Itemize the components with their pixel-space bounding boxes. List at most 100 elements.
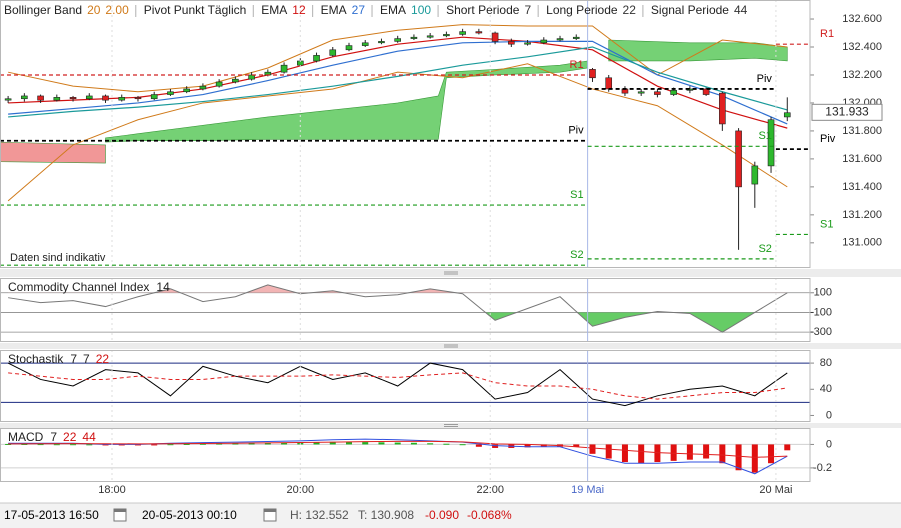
macd-line	[8, 438, 788, 475]
y-tick-label: -100	[810, 306, 832, 318]
histogram-bar	[232, 443, 239, 445]
histogram-bar	[167, 444, 174, 446]
pivot-label: R1	[570, 59, 584, 71]
candle-body	[69, 97, 77, 100]
candle-body	[248, 74, 255, 80]
histogram-bar	[719, 444, 726, 464]
candle-body	[508, 41, 515, 45]
legend-label: Pivot Punkt Täglich	[144, 3, 247, 17]
candle-body	[118, 97, 126, 101]
panel-separator[interactable]	[0, 343, 901, 349]
candle-body	[361, 42, 369, 46]
candle-body	[637, 91, 645, 94]
legend-label: Short Periode	[446, 3, 520, 17]
legend-param: 100	[411, 3, 431, 17]
candle-body	[215, 81, 223, 87]
calendar-icon[interactable]	[263, 508, 277, 522]
legend-param: 22	[623, 3, 637, 17]
y-tick-label: 132.600	[842, 13, 882, 25]
panel-param: 22	[63, 430, 77, 444]
x-tick-label: 19 Mai	[571, 484, 604, 496]
legend-label: Signal Periode	[651, 3, 729, 17]
ema-line	[8, 46, 788, 118]
x-tick-label: 20:00	[287, 484, 315, 496]
candle-body	[670, 90, 677, 95]
panel-title: MACD	[8, 430, 44, 444]
panel-param: 22	[96, 352, 110, 366]
legend-label: EMA	[380, 3, 406, 17]
candle-body	[654, 91, 661, 95]
histogram-bar	[378, 442, 385, 445]
candle-body	[232, 78, 239, 83]
candle-body	[313, 55, 320, 62]
panel-title: Commodity Channel Index	[8, 280, 149, 294]
candle-body	[150, 94, 158, 100]
panel-separator[interactable]	[0, 423, 901, 428]
candle-body	[37, 95, 44, 101]
macd-plot	[0, 438, 810, 475]
candle-body	[280, 64, 288, 73]
histogram-bar	[703, 444, 710, 459]
disclaimer: Daten sind indikativ	[10, 252, 106, 264]
candle-body	[443, 34, 450, 37]
calendar-icon[interactable]	[113, 508, 127, 522]
y-tick-label: 131.600	[842, 153, 882, 165]
last-price-box	[811, 103, 883, 121]
panel-param: 14	[156, 280, 170, 294]
histogram-bar	[151, 444, 158, 446]
candle-body	[4, 98, 12, 101]
indicator-plot	[0, 284, 810, 333]
pivot-label: S1	[820, 218, 833, 230]
status-from: 17-05-2013 16:50	[4, 508, 99, 522]
histogram-bar	[362, 442, 369, 445]
legend-param: 2.00	[105, 3, 129, 17]
candle-body	[524, 42, 531, 45]
histogram-bar	[86, 444, 93, 446]
candle-body	[199, 85, 207, 90]
histogram-bar	[492, 444, 499, 448]
pivot-label: S1	[758, 130, 771, 142]
panel-separator[interactable]	[0, 269, 901, 277]
histogram-bar	[524, 444, 531, 448]
pivot-label: Piv	[757, 73, 773, 85]
pivot-label: Piv	[568, 125, 584, 137]
panel-frame	[0, 0, 811, 268]
candle-body	[540, 39, 548, 44]
histogram-bar	[183, 443, 190, 445]
histogram-bar	[475, 444, 482, 447]
panel-param: 7	[83, 352, 90, 366]
histogram-bar	[573, 444, 580, 447]
indicator-line	[8, 284, 788, 333]
status-to: 20-05-2013 00:10	[142, 508, 237, 522]
pivot-label: S2	[758, 243, 771, 255]
pivot-label: Piv	[820, 133, 836, 145]
panel-param: 7	[50, 430, 57, 444]
candle-body	[491, 32, 499, 42]
status-change: -0.090	[425, 508, 459, 522]
histogram-bar	[638, 444, 645, 464]
legend-label: EMA	[321, 3, 347, 17]
panel-frame	[0, 278, 811, 342]
histogram-bar	[751, 444, 758, 473]
panel-frame	[0, 350, 811, 422]
legend-param: 20	[87, 3, 101, 17]
candle-body	[345, 45, 353, 51]
candle-body	[572, 36, 580, 39]
macd-line	[8, 440, 788, 458]
candle-body	[410, 36, 418, 39]
status-change-pct: -0.068%	[467, 508, 512, 522]
indicator-plot	[0, 362, 810, 407]
x-tick-label: 20 Mai	[759, 484, 792, 496]
histogram-bar	[345, 441, 352, 445]
y-tick-label: 100	[814, 287, 832, 299]
histogram-bar	[443, 443, 450, 445]
histogram-bar	[540, 444, 547, 447]
status-low: T: 130.908	[358, 508, 414, 522]
candle-body	[53, 97, 61, 101]
histogram-bar	[459, 444, 466, 446]
legend-param: 12	[292, 3, 306, 17]
candle-body	[589, 69, 596, 79]
